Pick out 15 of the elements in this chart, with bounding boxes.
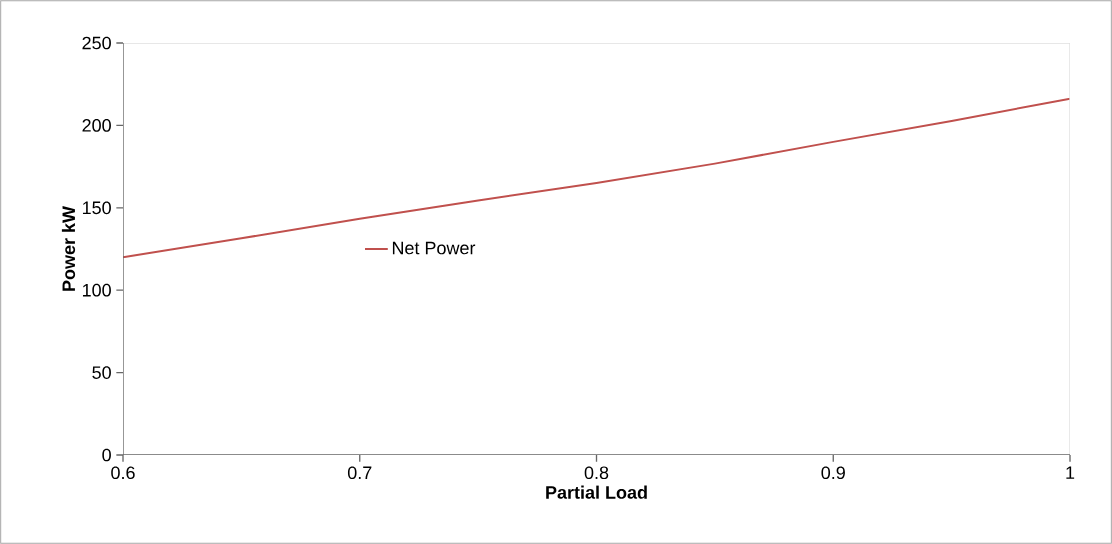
y-tick-label: 200 [82,119,111,132]
x-tick-label: 0.7 [347,466,372,480]
legend-label: Net Power [392,241,476,255]
x-tick-label: 0.8 [584,466,609,480]
y-tick-label: 50 [92,366,111,379]
y-tick-label: 250 [82,36,111,50]
x-tick-label: 0.6 [111,466,135,480]
x-tick-label: 1 [1066,466,1075,479]
y-tick-label: 150 [82,201,111,215]
y-axis-title: Power kW [61,206,76,291]
y-tick-label: 100 [82,283,111,297]
x-tick-label: 0.9 [821,466,845,480]
line-series [123,97,1071,259]
x-axis-title: Partial Load [546,485,647,499]
y-tick-label: 0 [102,448,111,462]
